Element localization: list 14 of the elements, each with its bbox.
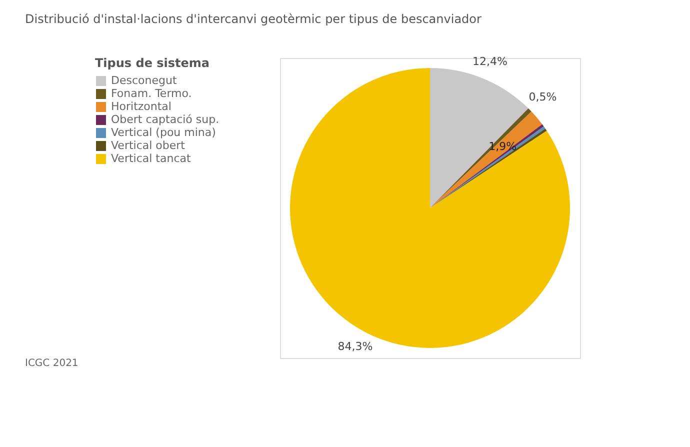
legend-label: Vertical tancat bbox=[111, 152, 192, 165]
legend-label: Fonam. Termo. bbox=[111, 87, 192, 100]
chart-title: Distribució d'instal·lacions d'intercanvi geotèrmic per tipus de bescanviador bbox=[25, 12, 482, 26]
legend-label: Obert captació sup. bbox=[111, 113, 220, 126]
legend-label: Vertical (pou mina) bbox=[111, 126, 216, 139]
data-label: 84,3% bbox=[338, 340, 373, 354]
legend-label: Horitzontal bbox=[111, 100, 172, 113]
text: ICGC 2021 bbox=[25, 358, 78, 369]
legend-title: Tipus de sistema bbox=[95, 56, 210, 70]
legend-label: Vertical obert bbox=[111, 139, 186, 152]
data-label: 12,4% bbox=[472, 54, 508, 68]
pie-slice bbox=[430, 68, 528, 208]
data-label: 0,5% bbox=[528, 90, 557, 104]
legend-label: Desconegut bbox=[111, 74, 178, 87]
